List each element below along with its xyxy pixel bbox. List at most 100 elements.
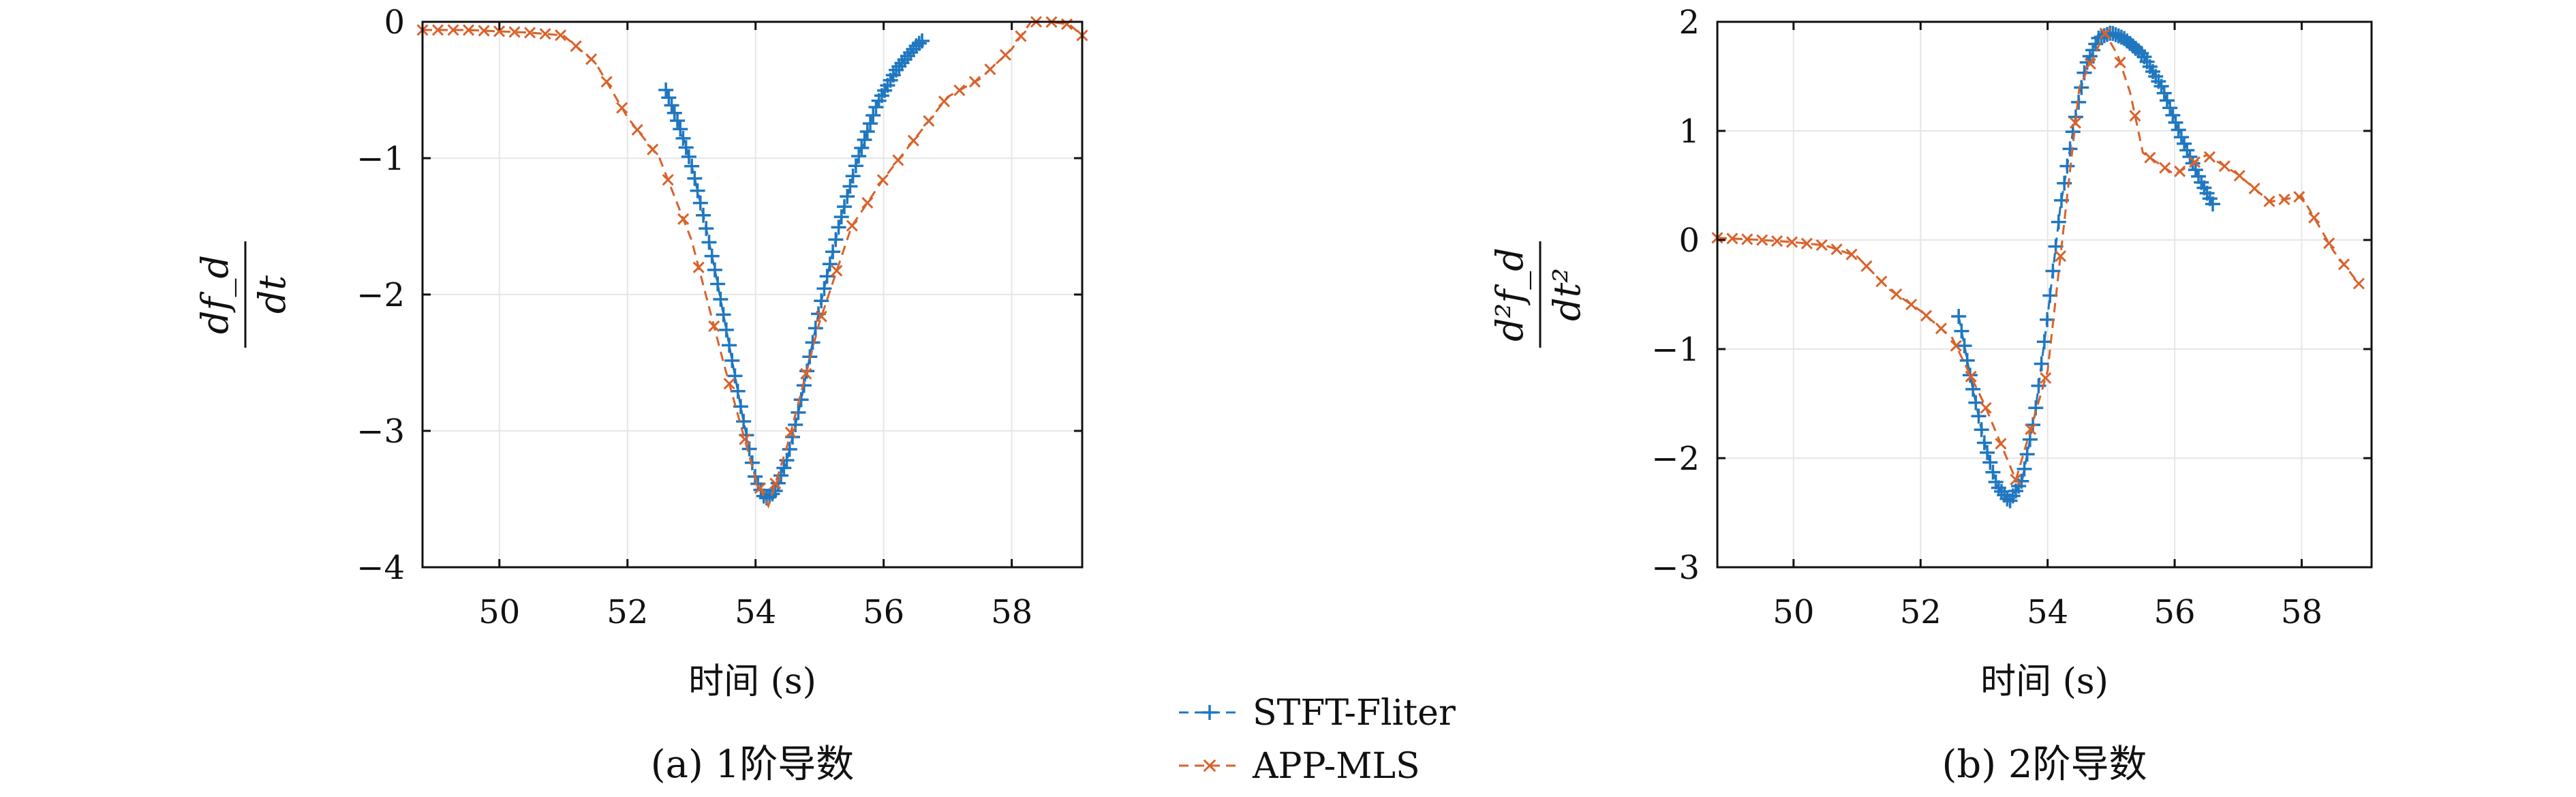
data-point <box>1860 260 1873 272</box>
data-point <box>837 199 853 215</box>
data-point <box>1971 408 1987 424</box>
x-tick-label: 54 <box>735 593 776 631</box>
data-point <box>2203 151 2215 163</box>
data-point <box>953 84 966 97</box>
data-point <box>1974 422 1989 438</box>
data-point <box>1935 322 1947 335</box>
data-point <box>2263 195 2275 207</box>
data-point <box>696 207 711 223</box>
data-point <box>857 132 872 148</box>
data-point <box>666 105 682 121</box>
data-point <box>2177 136 2192 151</box>
data-point <box>863 116 878 132</box>
data-point <box>647 143 659 155</box>
data-point <box>1905 299 1918 311</box>
data-point <box>616 102 628 114</box>
data-point <box>2168 115 2183 130</box>
series-layer <box>416 16 1088 509</box>
data-point <box>767 483 783 499</box>
data-point <box>570 40 582 52</box>
data-point <box>859 124 875 140</box>
data-point <box>661 90 677 106</box>
data-point <box>840 189 855 205</box>
data-point <box>911 35 927 51</box>
data-point <box>462 24 475 36</box>
data-point <box>690 183 705 198</box>
data-point <box>431 24 444 36</box>
legend-item-stft: STFT-Fliter <box>1179 693 1456 734</box>
data-point <box>2059 158 2075 174</box>
x-tick-label: 50 <box>478 593 520 631</box>
x-tick-label: 52 <box>607 593 648 631</box>
data-point <box>833 209 849 225</box>
series-markers-stft <box>1951 25 2220 509</box>
data-point <box>822 256 838 272</box>
y-tick-label: −1 <box>1651 331 1700 369</box>
data-point <box>687 170 703 186</box>
y-tick-label: 1 <box>1678 112 1700 151</box>
data-point <box>1959 352 1975 368</box>
data-point <box>2248 182 2260 195</box>
data-point <box>825 244 841 260</box>
series-line-stft <box>664 40 923 501</box>
y-tick-label: −3 <box>356 412 405 451</box>
data-point <box>478 25 490 37</box>
data-point <box>2171 122 2186 138</box>
data-point <box>723 378 735 390</box>
data-point <box>1957 338 1972 354</box>
data-point <box>865 108 881 123</box>
y-axis-label: df_d dt <box>194 241 294 348</box>
data-point <box>2099 27 2111 40</box>
series-line-app <box>1717 30 2360 483</box>
data-point <box>1845 248 1858 260</box>
data-point <box>1965 370 1977 382</box>
data-point <box>791 405 806 421</box>
data-point <box>814 293 829 309</box>
y-label-numerator: d²f_d <box>1488 247 1531 342</box>
data-point <box>2017 461 2032 477</box>
data-point <box>816 281 832 297</box>
x-tick-label: 52 <box>1900 593 1942 631</box>
data-point <box>805 335 821 350</box>
data-point <box>539 28 551 40</box>
series-markers-app <box>1711 27 2365 486</box>
data-point <box>1741 233 1753 245</box>
data-point <box>831 265 843 277</box>
data-point <box>851 149 867 164</box>
data-point <box>845 168 861 184</box>
data-point <box>555 29 567 42</box>
ticks: 50 52 54 56 58 2 1 0 −1 −2 −3 <box>1651 3 2372 631</box>
x-tick-label: 56 <box>863 593 904 631</box>
data-point <box>678 140 694 155</box>
data-point <box>727 368 743 384</box>
data-point <box>2019 447 2035 462</box>
data-point <box>2036 334 2052 350</box>
data-point <box>1954 323 1969 339</box>
grid <box>423 21 1082 568</box>
data-point <box>984 63 996 76</box>
y-tick-label: −1 <box>356 140 405 178</box>
data-point <box>722 337 737 353</box>
x-tick-label: 50 <box>1773 593 1814 631</box>
y-tick-label: −4 <box>356 549 405 587</box>
data-point <box>664 97 679 113</box>
data-point <box>708 320 720 332</box>
data-point <box>704 248 720 264</box>
data-point <box>2134 46 2149 61</box>
data-point <box>2054 250 2067 262</box>
x-axis-label: 时间 (s) <box>1980 661 2109 702</box>
data-point <box>692 261 705 273</box>
data-point <box>915 33 930 48</box>
y-label-denominator: dt² <box>1546 268 1589 321</box>
data-point <box>1060 18 1073 31</box>
data-point <box>670 112 686 128</box>
data-point <box>675 130 691 146</box>
data-point <box>739 433 751 445</box>
x-tick-label: 54 <box>2027 593 2068 631</box>
data-point <box>782 441 797 457</box>
data-point <box>2153 78 2169 94</box>
data-point <box>842 179 858 194</box>
data-point <box>733 399 748 415</box>
data-point <box>2174 165 2186 177</box>
